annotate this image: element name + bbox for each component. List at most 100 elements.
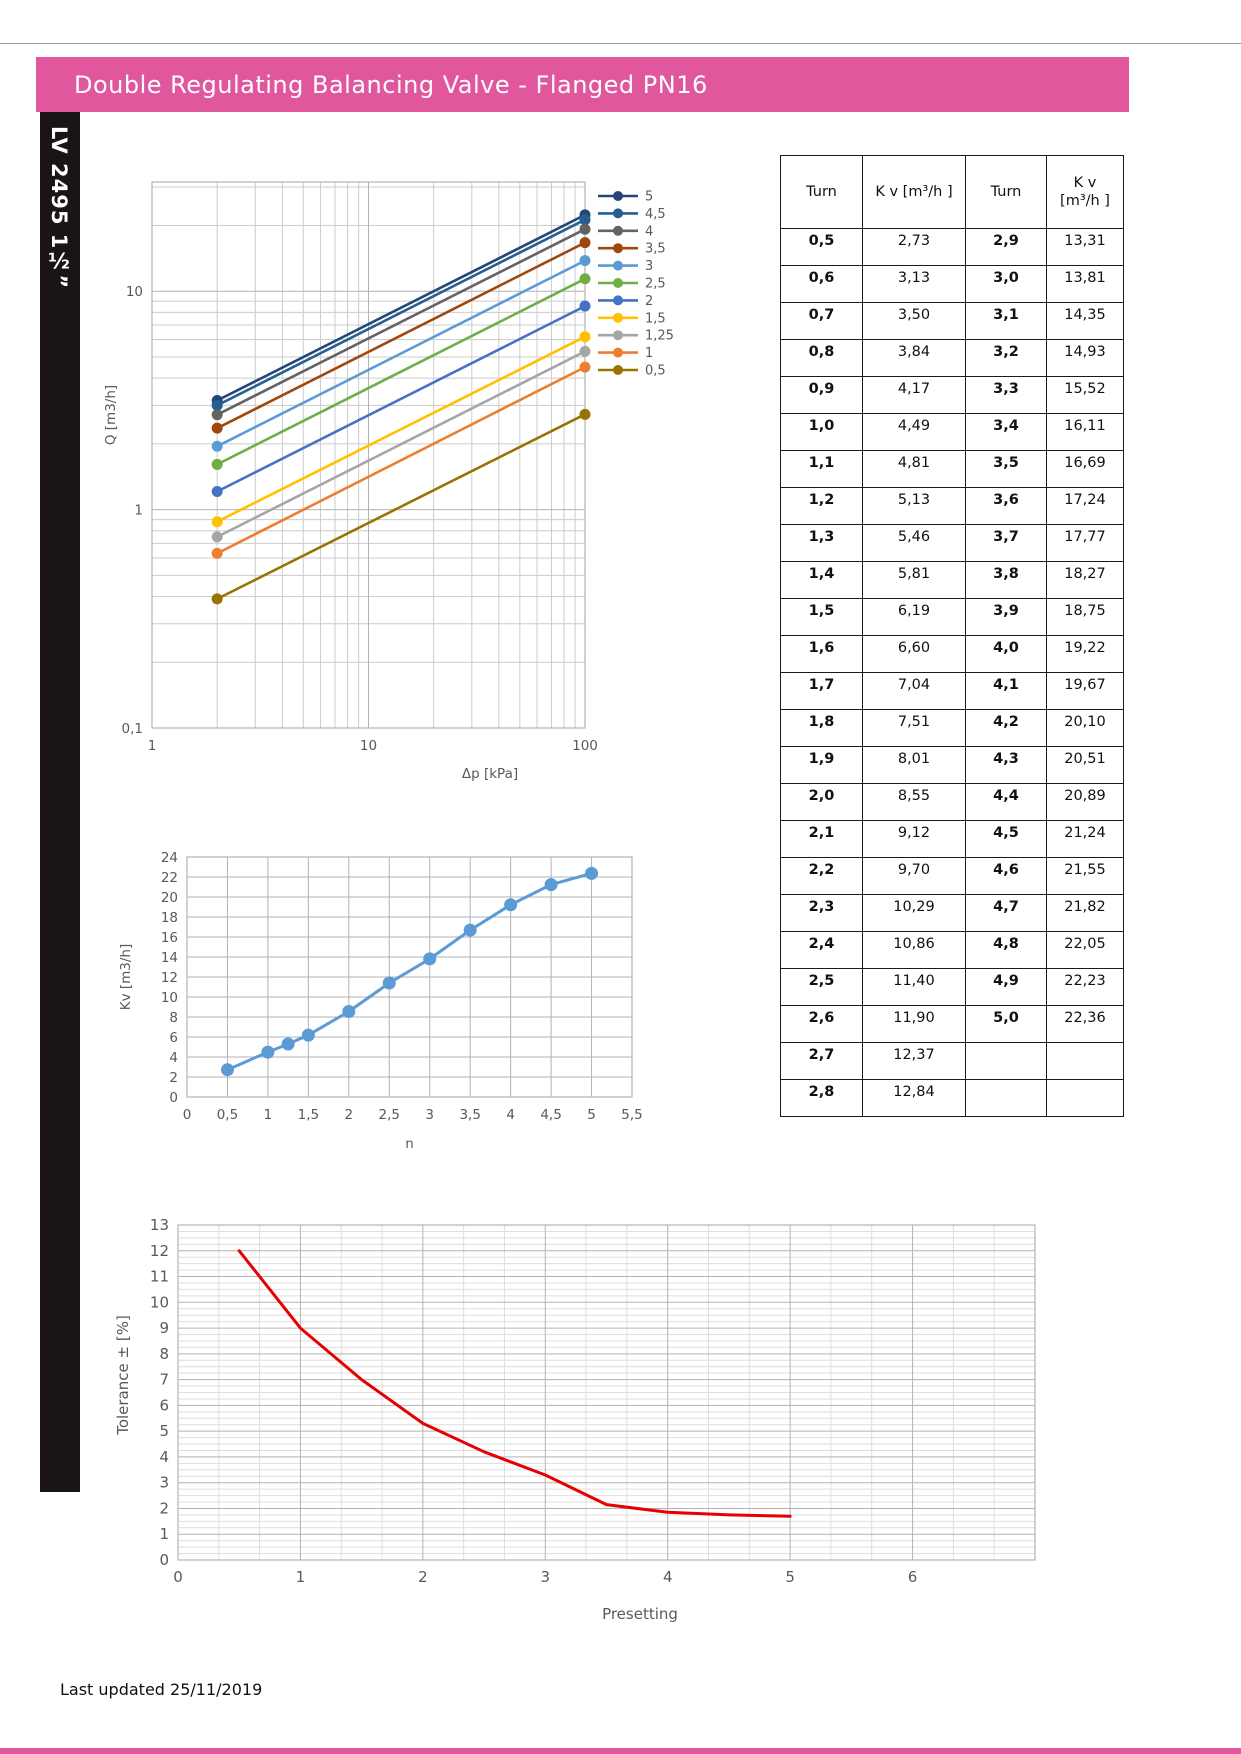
plot-frame	[151, 181, 586, 729]
kv-cell: 5,13	[862, 487, 966, 525]
table-row: 2,2 9,70 4,6 21,55	[780, 857, 1124, 895]
y-tick-label: 12	[161, 970, 178, 986]
turn-cell: 4,6	[965, 857, 1047, 895]
y-tick-label: 8	[169, 1010, 178, 1026]
turn-cell: 1,2	[780, 487, 863, 525]
series-line-0,5	[215, 412, 587, 601]
legend-label: 4,5	[645, 207, 666, 222]
plot-frame	[177, 1224, 1036, 1561]
y-tick-label: 8	[159, 1345, 169, 1363]
column-header: Turn	[780, 155, 863, 229]
y-tick-label: 13	[150, 1216, 169, 1234]
kv-cell: 16,11	[1046, 413, 1124, 451]
legend-swatch-marker	[613, 243, 623, 254]
top-rule	[0, 43, 1241, 44]
legend-swatch-marker	[613, 347, 623, 358]
turn-cell: 2,6	[780, 1005, 863, 1043]
table-row: 0,8 3,84 3,2 14,93	[780, 339, 1124, 377]
y-tick-label: 0	[159, 1551, 169, 1569]
data-point	[211, 486, 223, 498]
x-tick-label: 4,5	[540, 1107, 561, 1123]
table-row: 1,3 5,46 3,7 17,77	[780, 524, 1124, 562]
data-point	[579, 273, 591, 285]
kv-cell: 6,19	[862, 598, 966, 636]
table-row: 2,4 10,86 4,8 22,05	[780, 931, 1124, 969]
y-tick-label: 10	[150, 1293, 169, 1311]
column-header: K v [m³/h ]	[1046, 155, 1124, 229]
table-row: 1,0 4,49 3,4 16,11	[780, 413, 1124, 451]
data-point	[579, 255, 591, 267]
turn-cell: 2,1	[780, 820, 863, 858]
legend-label: 3,5	[645, 242, 666, 257]
data-point	[211, 440, 223, 452]
x-tick-label: 4	[506, 1107, 515, 1123]
data-point	[211, 458, 223, 470]
x-axis-title: Presetting	[602, 1605, 678, 1623]
y-tick-label: 1	[159, 1525, 169, 1543]
turn-cell: 1,0	[780, 413, 863, 451]
kv-cell: 15,52	[1046, 376, 1124, 414]
legend-swatch-marker	[613, 225, 623, 236]
turn-cell: 3,0	[965, 265, 1047, 303]
series-line-2,5	[215, 277, 587, 466]
turn-cell: 2,0	[780, 783, 863, 821]
series-line-Tolerance	[237, 1249, 792, 1518]
data-point	[423, 952, 437, 966]
kv-cell: 16,69	[1046, 450, 1124, 488]
legend-swatch-marker	[613, 365, 623, 375]
turn-cell: 1,5	[780, 598, 863, 636]
x-tick-label: 4	[663, 1568, 673, 1586]
kv-cell: 12,84	[862, 1079, 966, 1117]
x-tick-label: 0	[183, 1107, 192, 1123]
kv-cell: 21,82	[1046, 894, 1124, 932]
turn-cell: 3,7	[965, 524, 1047, 562]
kv-cell: 7,04	[862, 672, 966, 710]
kv-cell: 22,23	[1046, 968, 1124, 1006]
kv-cell: 13,81	[1046, 265, 1124, 303]
column-header: Turn	[965, 155, 1047, 229]
turn-cell: 2,2	[780, 857, 863, 895]
y-tick-label: 24	[161, 850, 178, 866]
kv-cell: 10,86	[862, 931, 966, 969]
kv-cell: 8,55	[862, 783, 966, 821]
kv-cell: 21,55	[1046, 857, 1124, 895]
table-row: 2,1 9,12 4,5 21,24	[780, 820, 1124, 858]
kv-cell: 14,93	[1046, 339, 1124, 377]
header-bar: Double Regulating Balancing Valve - Flan…	[36, 57, 1129, 112]
table-row: 1,7 7,04 4,1 19,67	[780, 672, 1124, 710]
x-tick-label: 5	[785, 1568, 795, 1586]
y-tick-label: 9	[159, 1319, 169, 1337]
data-point	[261, 1045, 275, 1059]
kv-cell: 4,17	[862, 376, 966, 414]
data-point	[211, 593, 223, 605]
table-row: 1,1 4,81 3,5 16,69	[780, 450, 1124, 488]
legend-swatch-marker	[613, 330, 623, 341]
model-sidebar: LV 2495 1½”	[40, 112, 80, 1492]
table-row: 1,5 6,19 3,9 18,75	[780, 598, 1124, 636]
x-tick-label: 2	[418, 1568, 428, 1586]
kv-cell: 12,37	[862, 1042, 966, 1080]
turn-cell: 0,7	[780, 302, 863, 340]
data-point	[544, 878, 558, 892]
y-tick-label: 16	[161, 930, 178, 946]
legend-label: 1,5	[645, 311, 666, 326]
turn-cell: 4,7	[965, 894, 1047, 932]
data-point	[579, 300, 591, 312]
series-line-2	[215, 304, 587, 493]
turn-cell: 4,1	[965, 672, 1047, 710]
legend-swatch-marker	[613, 295, 623, 306]
table-header-row: Turn K v [m³/h ] Turn K v [m³/h ]	[780, 155, 1124, 229]
kv-cell: 18,75	[1046, 598, 1124, 636]
table-row: 2,5 11,40 4,9 22,23	[780, 968, 1124, 1006]
table-row: 2,3 10,29 4,7 21,82	[780, 894, 1124, 932]
legend-swatch-marker	[613, 191, 623, 201]
turn-cell: 4,2	[965, 709, 1047, 747]
turn-cell: 3,8	[965, 561, 1047, 599]
turn-cell: 3,1	[965, 302, 1047, 340]
y-tick-label: 2	[169, 1070, 178, 1086]
turn-cell: 0,8	[780, 339, 863, 377]
x-tick-label: 5	[587, 1107, 596, 1123]
kv-cell: 10,29	[862, 894, 966, 932]
kv-cell: 7,51	[862, 709, 966, 747]
kv-cell: 5,46	[862, 524, 966, 562]
